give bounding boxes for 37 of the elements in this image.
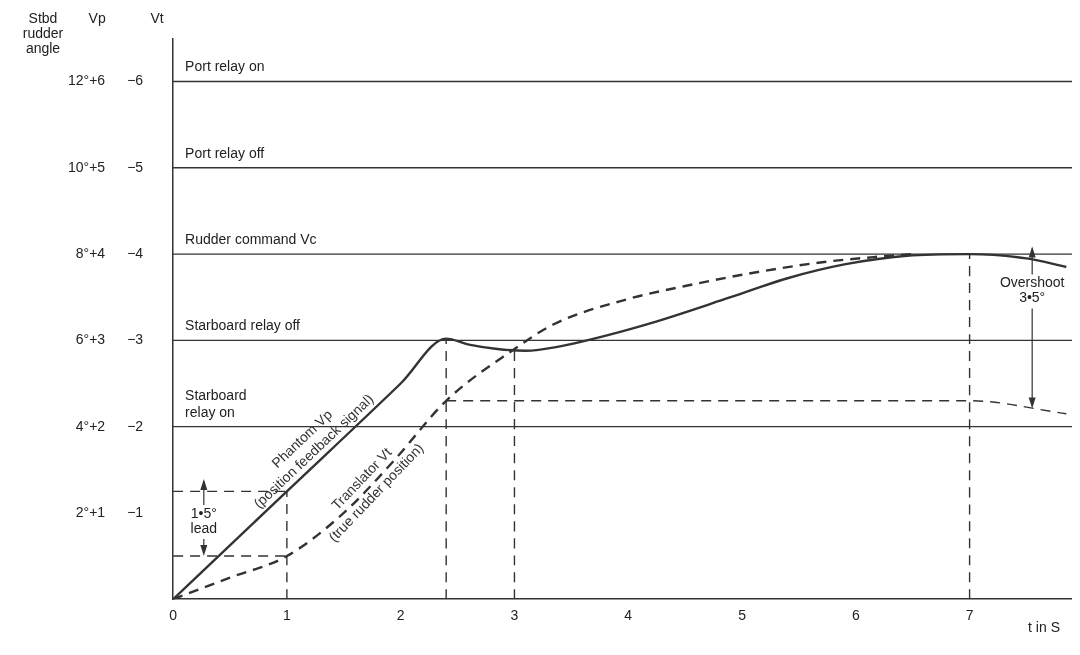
- y-tick-label: −5: [127, 158, 144, 175]
- y-tick-label: −4: [127, 244, 144, 261]
- y3-tick-label: 12°: [68, 72, 90, 89]
- x-tick-label: 1: [282, 607, 291, 624]
- ref-line-label: Port relay on: [185, 58, 265, 75]
- x-tick-label: 7: [965, 607, 974, 624]
- x-tick-label: 5: [738, 607, 747, 624]
- ref-line-label: Starboard relay on: [185, 386, 247, 420]
- x-tick-label: 4: [624, 607, 633, 624]
- y3-tick-label: 6°: [75, 331, 90, 348]
- y2-tick-label: +2: [89, 417, 106, 434]
- ref-line-label: Rudder command Vc: [185, 230, 317, 247]
- x-axis-title: t in S: [1028, 619, 1060, 636]
- y-tick-label: −1: [127, 503, 144, 520]
- y3-axis-title: Stbd rudder angle: [22, 9, 64, 56]
- y2-tick-label: +5: [89, 158, 106, 175]
- ref-line-label: Port relay off: [185, 144, 265, 161]
- annotation: Overshoot 3•5°: [999, 274, 1065, 306]
- x-tick-label: 0: [169, 607, 178, 624]
- y3-tick-label: 2°: [75, 503, 90, 520]
- y2-axis-title: Vp: [88, 9, 106, 26]
- y2-tick-label: +3: [89, 331, 106, 348]
- y-tick-label: −2: [127, 417, 144, 434]
- y-axis-title: Vt: [150, 9, 164, 26]
- x-tick-label: 6: [851, 607, 860, 624]
- y2-tick-label: +1: [89, 503, 106, 520]
- annotation: 1•5° lead: [190, 504, 218, 536]
- y-tick-label: −3: [127, 331, 144, 348]
- x-tick-label: 2: [396, 607, 405, 624]
- x-tick-label: 3: [510, 607, 519, 624]
- y3-tick-label: 8°: [75, 244, 90, 261]
- y3-tick-label: 4°: [75, 417, 90, 434]
- y-tick-label: −6: [127, 72, 144, 89]
- y2-tick-label: +4: [89, 244, 106, 261]
- y2-tick-label: +6: [89, 72, 106, 89]
- ref-line-label: Starboard relay off: [185, 317, 301, 334]
- y3-tick-label: 10°: [68, 158, 90, 175]
